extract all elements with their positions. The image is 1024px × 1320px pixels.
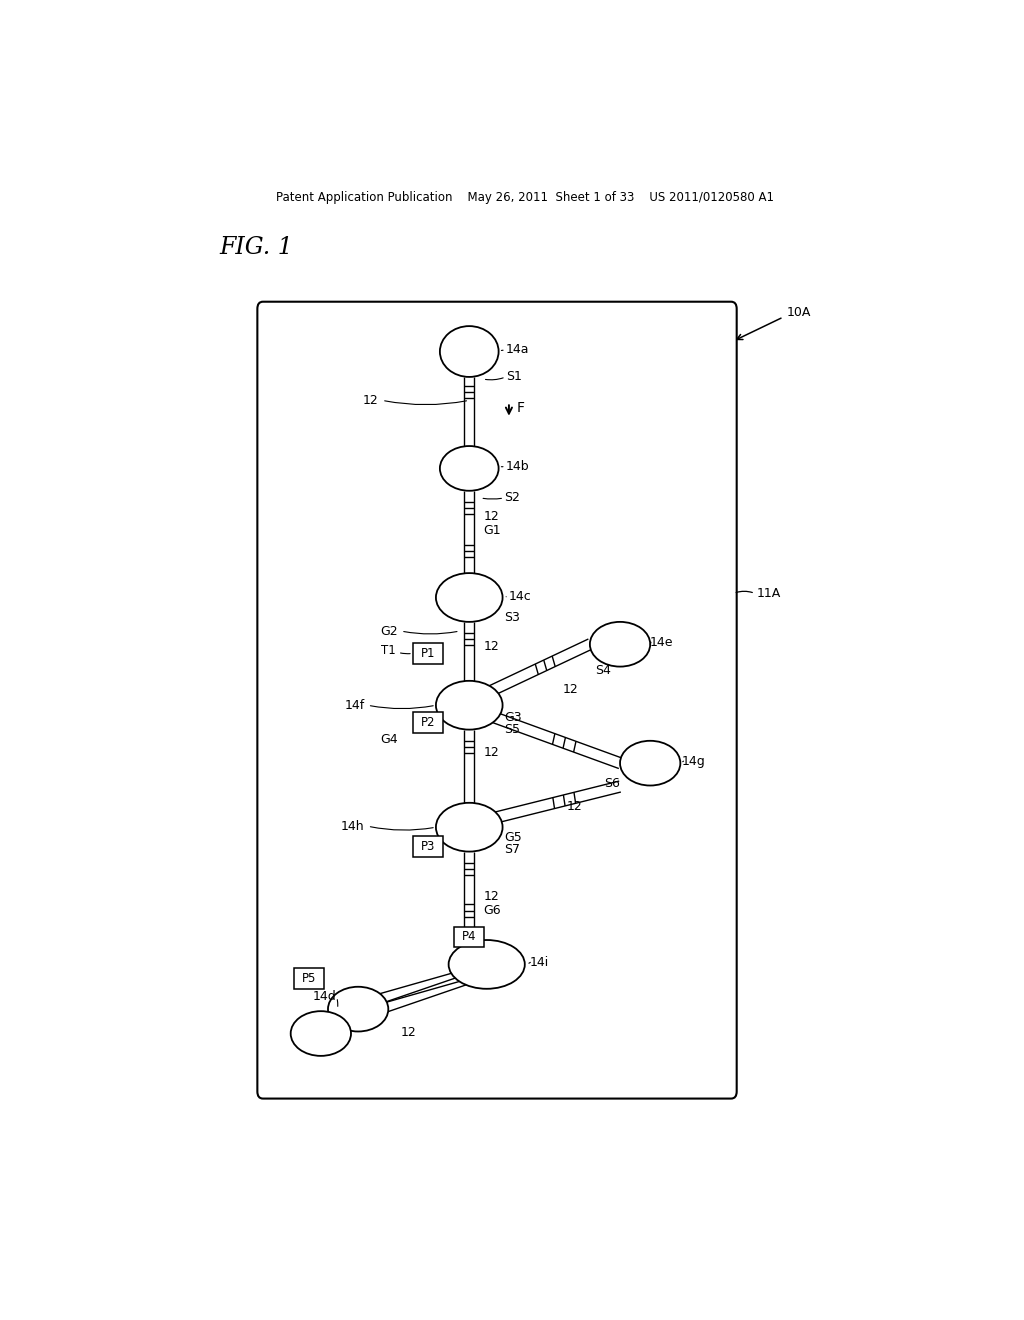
Ellipse shape bbox=[328, 987, 388, 1031]
Ellipse shape bbox=[291, 1011, 351, 1056]
Text: 12: 12 bbox=[483, 747, 500, 759]
Text: S5: S5 bbox=[504, 723, 520, 737]
Text: 11A: 11A bbox=[757, 587, 780, 599]
Text: 14e: 14e bbox=[649, 636, 673, 648]
Ellipse shape bbox=[436, 573, 503, 622]
Text: S1: S1 bbox=[506, 371, 521, 383]
Text: 14d: 14d bbox=[312, 990, 336, 1003]
Bar bbox=[294, 969, 324, 989]
FancyArrowPatch shape bbox=[385, 401, 467, 405]
Ellipse shape bbox=[449, 940, 524, 989]
Text: 14c: 14c bbox=[509, 590, 531, 603]
Bar bbox=[413, 643, 443, 664]
Text: S7: S7 bbox=[504, 843, 520, 857]
Ellipse shape bbox=[436, 803, 503, 851]
Text: G1: G1 bbox=[483, 524, 501, 537]
Text: 12: 12 bbox=[483, 510, 500, 523]
Text: G6: G6 bbox=[483, 904, 501, 917]
Text: P3: P3 bbox=[421, 840, 435, 853]
Text: P1: P1 bbox=[421, 647, 435, 660]
Text: 12: 12 bbox=[567, 800, 583, 813]
FancyArrowPatch shape bbox=[371, 706, 433, 709]
Text: P2: P2 bbox=[421, 715, 435, 729]
Text: 12: 12 bbox=[400, 1026, 416, 1039]
Text: 12: 12 bbox=[563, 684, 579, 697]
Text: P4: P4 bbox=[462, 931, 476, 944]
Text: G2: G2 bbox=[380, 624, 397, 638]
Text: 14i: 14i bbox=[529, 956, 549, 969]
Bar bbox=[413, 713, 443, 733]
Text: S6: S6 bbox=[604, 777, 621, 789]
Text: G3: G3 bbox=[504, 711, 522, 723]
Text: F: F bbox=[517, 401, 525, 416]
FancyBboxPatch shape bbox=[257, 302, 736, 1098]
Text: 12: 12 bbox=[483, 890, 500, 903]
Text: 14a: 14a bbox=[506, 343, 529, 356]
Text: 14h: 14h bbox=[341, 820, 365, 833]
Text: 10A: 10A bbox=[786, 306, 811, 319]
Text: S3: S3 bbox=[504, 611, 520, 624]
FancyArrowPatch shape bbox=[403, 631, 457, 634]
Bar bbox=[455, 927, 484, 948]
Text: 14g: 14g bbox=[682, 755, 706, 768]
Ellipse shape bbox=[590, 622, 650, 667]
Text: 14b: 14b bbox=[506, 459, 529, 473]
Text: 12: 12 bbox=[364, 393, 379, 407]
FancyArrowPatch shape bbox=[371, 826, 433, 830]
Text: S4: S4 bbox=[595, 664, 610, 677]
Text: P5: P5 bbox=[302, 972, 316, 985]
Bar bbox=[413, 837, 443, 857]
Text: G4: G4 bbox=[380, 734, 397, 746]
Text: Patent Application Publication    May 26, 2011  Sheet 1 of 33    US 2011/0120580: Patent Application Publication May 26, 2… bbox=[275, 190, 774, 203]
Ellipse shape bbox=[436, 681, 503, 730]
FancyArrowPatch shape bbox=[485, 378, 503, 380]
Text: FIG. 1: FIG. 1 bbox=[219, 236, 293, 259]
Ellipse shape bbox=[621, 741, 680, 785]
Text: S2: S2 bbox=[504, 491, 520, 504]
Text: 12: 12 bbox=[483, 640, 500, 653]
Text: T1: T1 bbox=[382, 644, 396, 657]
Text: 14f: 14f bbox=[344, 698, 365, 711]
Ellipse shape bbox=[440, 446, 499, 491]
Text: G5: G5 bbox=[504, 830, 522, 843]
Ellipse shape bbox=[440, 326, 499, 378]
